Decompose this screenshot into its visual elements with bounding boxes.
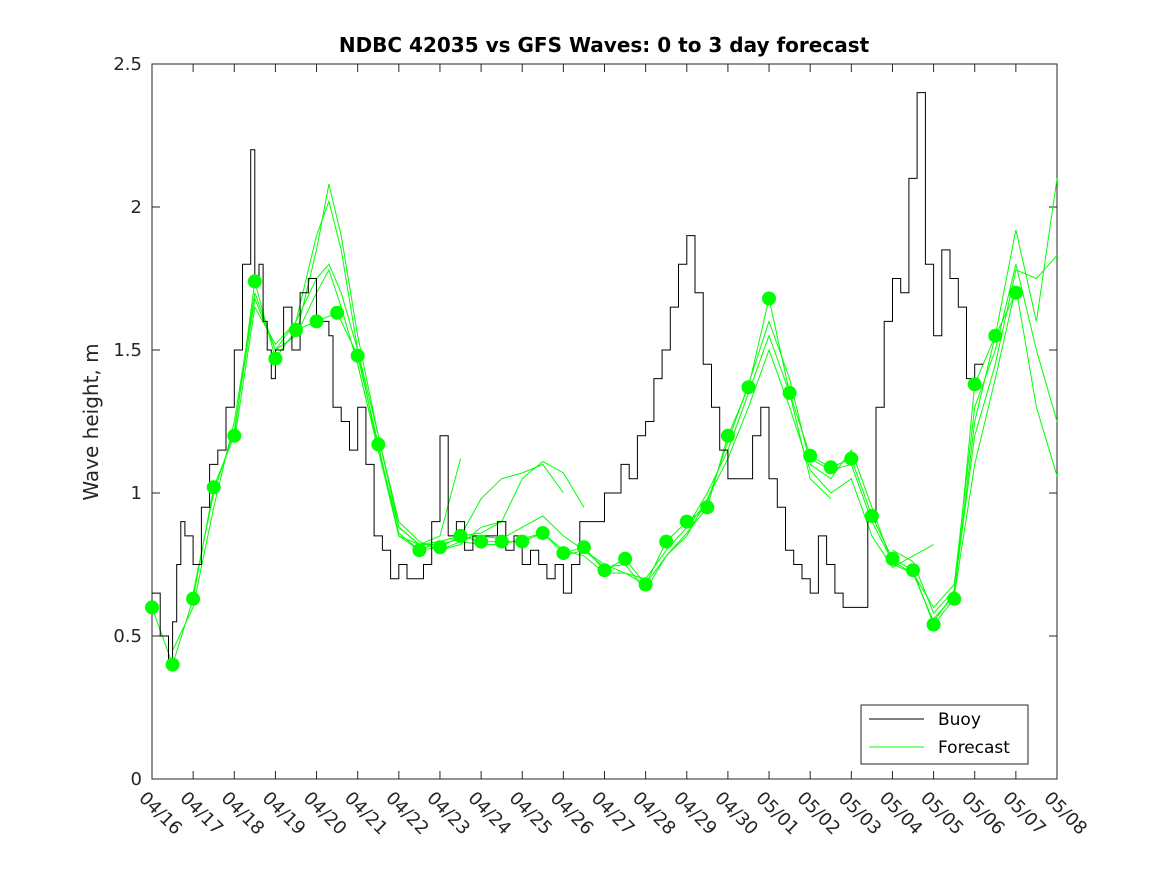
forecast-marker [906, 563, 920, 578]
y-tick-label: 0 [131, 769, 142, 790]
forecast-marker [576, 540, 591, 555]
forecast-marker [186, 591, 201, 606]
forecast-marker [967, 377, 982, 392]
forecast-marker [844, 451, 859, 466]
forecast-marker [247, 274, 262, 289]
forecast-marker [741, 380, 756, 395]
forecast-marker [618, 551, 633, 566]
legend: Buoy Forecast [860, 704, 1029, 765]
forecast-marker [371, 437, 386, 452]
forecast-marker [494, 534, 509, 549]
plot-frame [151, 63, 1058, 780]
forecast-marker [165, 657, 180, 672]
y-axis-ticks: 0 0.5 1 1.5 2 2.5 [113, 54, 1057, 790]
forecast-marker [206, 480, 221, 495]
forecast-marker [1008, 285, 1023, 300]
forecast-marker [309, 314, 324, 329]
forecast-marker [926, 617, 941, 632]
legend-box [860, 704, 1029, 765]
forecast-marker [535, 526, 550, 540]
forecast-marker [782, 385, 797, 400]
forecast-marker [947, 591, 962, 606]
forecast-marker [762, 291, 776, 306]
forecast-marker [227, 428, 242, 443]
forecast-marker [988, 328, 1003, 343]
forecast-marker [720, 428, 735, 443]
y-tick-label: 2.5 [113, 54, 142, 75]
forecast-line [892, 255, 1058, 615]
forecast-marker [700, 500, 715, 515]
forecast-marker [597, 563, 612, 578]
forecast-marker [412, 543, 427, 558]
forecast-marker [659, 534, 674, 549]
forecast-marker [679, 514, 694, 529]
forecast-markers [145, 274, 1023, 672]
forecast-marker [289, 323, 303, 337]
y-tick-label: 1 [131, 483, 142, 504]
forecast-marker [474, 534, 489, 549]
forecast-marker [803, 448, 818, 463]
buoy-line-group [152, 92, 983, 666]
forecast-marker [330, 305, 345, 320]
forecast-marker [885, 551, 900, 566]
chart-title: NDBC 42035 vs GFS Waves: 0 to 3 day fore… [339, 33, 870, 57]
forecast-marker [350, 348, 365, 363]
y-tick-label: 1.5 [113, 340, 142, 361]
y-tick-label: 0.5 [113, 626, 142, 647]
forecast-marker [145, 600, 159, 615]
forecast-marker [638, 577, 653, 592]
forecast-marker [453, 528, 468, 543]
forecast-marker [268, 351, 283, 366]
forecast-marker [556, 546, 571, 561]
forecast-marker [515, 534, 530, 549]
legend-forecast-label: Forecast [938, 738, 1010, 758]
forecast-marker [823, 460, 838, 475]
forecast-marker [433, 540, 447, 555]
y-axis-label: Wave height, m [79, 343, 103, 500]
legend-buoy-label: Buoy [938, 710, 981, 730]
forecast-marker [864, 508, 879, 523]
buoy-line [152, 92, 983, 666]
y-tick-label: 2 [131, 197, 142, 218]
